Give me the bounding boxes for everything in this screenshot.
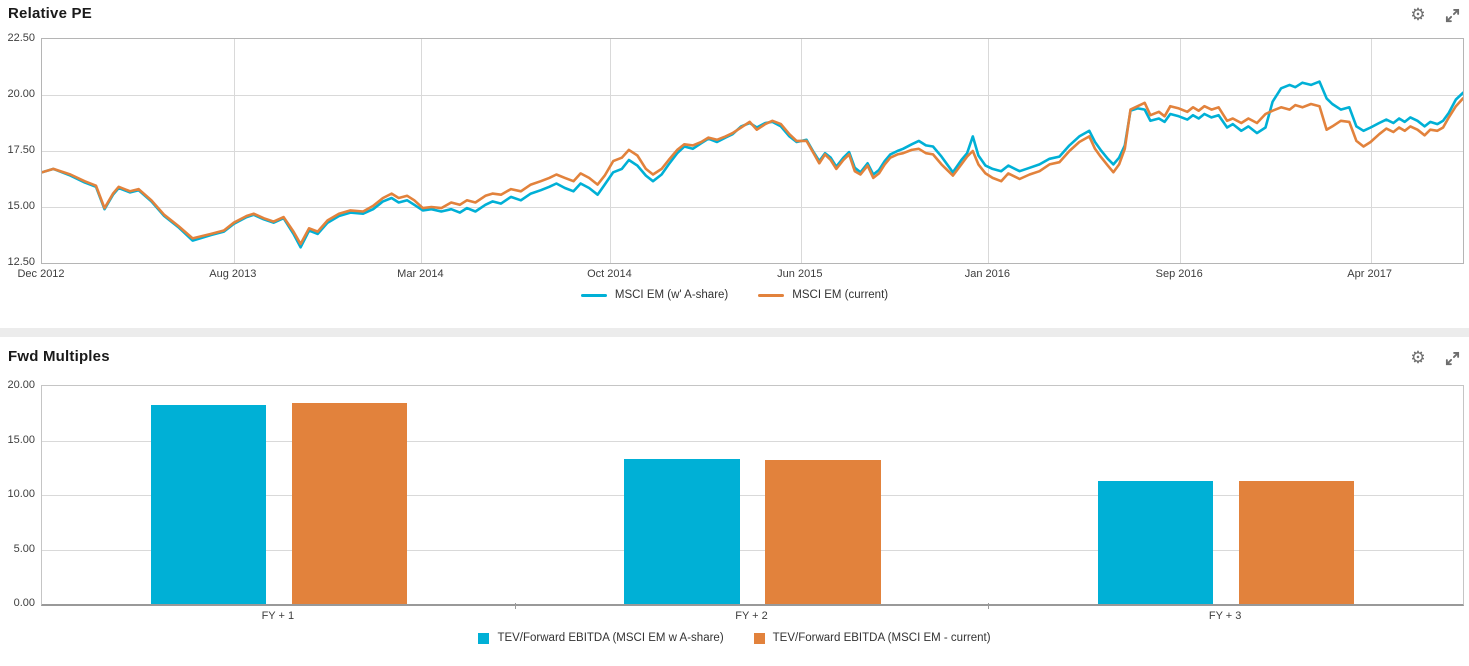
bar-FY+2-s1	[765, 459, 881, 604]
axis-tick	[988, 603, 990, 609]
bar-FY+1-s1	[291, 403, 407, 604]
bar-FY+1-s0	[150, 404, 266, 604]
legend-label: MSCI EM (current)	[792, 289, 889, 301]
legend-square-marker	[478, 632, 490, 644]
page-title: Fwd Multiples	[8, 348, 110, 365]
y-tick-label: 5.00	[13, 542, 35, 555]
gridline	[800, 39, 802, 263]
y-tick-label: 20.00	[7, 379, 35, 391]
y-tick-label: 20.00	[7, 88, 35, 100]
y-tick-label: 15.00	[7, 433, 35, 446]
series-line	[42, 80, 1463, 249]
y-tick-label: 15.00	[7, 200, 35, 212]
gridline	[42, 151, 1463, 152]
x-tick-label: Sep 2016	[1155, 268, 1203, 280]
expand-icon	[1445, 8, 1459, 22]
y-tick-label: 17.50	[7, 144, 35, 156]
legend-label: MSCI EM (w' A-share)	[614, 289, 729, 301]
fwd-multiples-legend: TEV/Forward EBITDA (MSCI EM w A-share) TE…	[0, 632, 1469, 644]
y-tick-label: 10.00	[7, 488, 35, 500]
fwd-multiples-plot-area	[41, 385, 1464, 606]
x-tick-label: Apr 2017	[1347, 268, 1392, 280]
x-category-label: FY + 3	[1208, 610, 1242, 622]
legend-square-marker	[753, 632, 765, 644]
legend-item[interactable]: TEV/Forward EBITDA (MSCI EM w A-share)	[478, 632, 724, 644]
series-line	[42, 97, 1463, 246]
x-category-label: FY + 1	[261, 610, 295, 622]
gridline	[42, 207, 1463, 208]
legend-line-marker	[580, 293, 607, 297]
legend-label: TEV/Forward EBITDA (MSCI EM w A-share)	[497, 632, 724, 644]
gridline	[42, 549, 1463, 551]
gridline	[610, 39, 612, 263]
axis-tick	[514, 603, 516, 609]
legend-item[interactable]: MSCI EM (current)	[758, 289, 888, 301]
x-tick-label: Jan 2016	[964, 268, 1011, 280]
panel-toolbar: ⚙	[1409, 349, 1461, 367]
legend-item[interactable]: MSCI EM (w' A-share)	[580, 289, 729, 301]
gridline	[42, 495, 1463, 496]
gear-icon: ⚙	[1410, 348, 1426, 367]
bar-FY+2-s0	[624, 459, 740, 604]
panel-toolbar: ⚙	[1409, 6, 1461, 24]
relative-pe-legend: MSCI EM (w' A-share) MSCI EM (current)	[0, 289, 1469, 301]
gridline	[233, 39, 235, 263]
x-tick-label: Aug 2013	[209, 268, 257, 280]
gridline	[1180, 39, 1182, 263]
y-tick-label: 12.50	[7, 256, 35, 268]
settings-button[interactable]: ⚙	[1409, 349, 1427, 367]
gridline	[42, 440, 1463, 442]
gridline	[988, 39, 990, 263]
y-tick-label: 0.00	[13, 597, 35, 609]
legend-line-marker	[758, 293, 785, 297]
expand-button[interactable]	[1443, 6, 1461, 24]
legend-label: TEV/Forward EBITDA (MSCI EM - current)	[772, 632, 991, 644]
legend-item[interactable]: TEV/Forward EBITDA (MSCI EM - current)	[753, 632, 991, 644]
gridline	[421, 39, 423, 263]
bar-FY+3-s0	[1098, 480, 1214, 604]
x-tick-label: Oct 2014	[587, 268, 632, 280]
bar-FY+3-s1	[1239, 481, 1355, 604]
gear-icon: ⚙	[1410, 5, 1426, 24]
settings-button[interactable]: ⚙	[1409, 6, 1427, 24]
x-category-label: FY + 2	[735, 610, 768, 622]
page-title: Relative PE	[8, 5, 92, 22]
y-tick-label: 22.50	[7, 32, 35, 44]
gridline	[1370, 39, 1372, 263]
x-tick-label: Jun 2015	[777, 268, 823, 280]
line-series-svg	[42, 80, 1463, 249]
expand-icon	[1445, 351, 1459, 365]
expand-button[interactable]	[1443, 349, 1461, 367]
x-tick-label: Mar 2014	[397, 268, 444, 280]
gridline	[42, 95, 1463, 96]
relative-pe-plot-area	[41, 38, 1464, 264]
panel-divider	[0, 328, 1469, 337]
x-tick-label: Dec 2012	[17, 268, 65, 280]
